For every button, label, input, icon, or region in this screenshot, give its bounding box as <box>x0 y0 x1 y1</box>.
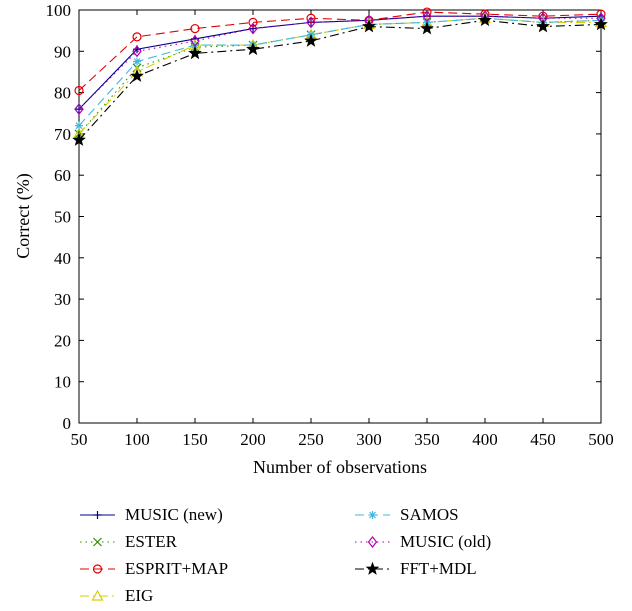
legend-marker <box>368 511 377 519</box>
data-point <box>304 33 318 47</box>
data-point <box>594 17 608 31</box>
legend-label: ESPRIT+MAP <box>125 559 228 578</box>
x-tick-label: 200 <box>240 430 266 449</box>
data-point <box>248 17 258 27</box>
y-axis-label: Correct (%) <box>13 173 34 258</box>
data-point <box>74 103 84 116</box>
y-tick-label: 30 <box>54 290 71 309</box>
y-tick-label: 20 <box>54 331 71 350</box>
legend-label: ESTER <box>125 532 178 551</box>
legend-marker <box>92 564 103 574</box>
x-tick-label: 50 <box>71 430 88 449</box>
legend-label: SAMOS <box>400 505 459 524</box>
y-tick-label: 50 <box>54 208 71 227</box>
y-tick-label: 0 <box>63 414 72 433</box>
y-tick-label: 100 <box>46 1 72 20</box>
legend-item: MUSIC (new) <box>80 505 223 524</box>
series-lines <box>72 7 608 146</box>
y-tick-label: 80 <box>54 84 71 103</box>
y-tick-label: 90 <box>54 42 71 61</box>
data-point <box>74 85 84 96</box>
data-point <box>188 46 202 60</box>
x-tick-label: 300 <box>356 430 382 449</box>
data-point <box>478 13 492 27</box>
legend-marker <box>367 536 378 548</box>
data-point <box>133 57 141 66</box>
legend-label: FFT+MDL <box>400 559 477 578</box>
x-tick-label: 400 <box>472 430 498 449</box>
x-tick-label: 350 <box>414 430 440 449</box>
legend-marker <box>91 589 104 601</box>
legend-item: ESTER <box>80 532 178 551</box>
x-axis-label: Number of observations <box>253 457 427 477</box>
data-point <box>422 10 432 23</box>
legend-item: SAMOS <box>355 505 459 524</box>
x-tick-label: 500 <box>588 430 614 449</box>
legend-marker <box>93 511 102 519</box>
series-line-4 <box>78 17 602 127</box>
axis-ticks: 50 100 150 200 250 300 350 400 450 500 0 10 20 30 40 50… <box>46 1 614 449</box>
data-point <box>72 132 86 146</box>
legend: MUSIC (new) ESTER ESPRIT+MAP EIG SAMOS MUSIC … <box>80 505 491 605</box>
series-line-6 <box>78 19 602 141</box>
legend-marker <box>365 561 380 575</box>
legend-label: MUSIC (new) <box>125 505 223 524</box>
x-tick-label: 150 <box>182 430 208 449</box>
data-point <box>132 45 142 58</box>
plot-area <box>78 9 602 424</box>
x-tick-label: 450 <box>530 430 556 449</box>
legend-item: MUSIC (old) <box>355 532 491 551</box>
y-tick-label: 60 <box>54 166 71 185</box>
data-point <box>248 22 258 35</box>
series-line-2 <box>78 11 602 91</box>
series-line-5 <box>78 15 601 110</box>
data-point <box>130 68 144 82</box>
data-point <box>190 23 200 34</box>
data-point <box>75 121 83 130</box>
data-point <box>190 35 200 47</box>
legend-item: EIG <box>80 586 153 605</box>
data-point <box>306 13 316 23</box>
legend-label: EIG <box>125 586 153 605</box>
data-point <box>420 21 434 35</box>
data-point <box>132 32 142 42</box>
y-tick-label: 10 <box>54 373 71 392</box>
y-tick-label: 70 <box>54 125 71 144</box>
data-point <box>536 19 550 33</box>
legend-label: MUSIC (old) <box>400 532 491 551</box>
y-tick-label: 40 <box>54 249 71 268</box>
data-point <box>306 16 316 29</box>
data-point <box>246 42 260 56</box>
legend-item: ESPRIT+MAP <box>80 559 228 578</box>
x-tick-label: 250 <box>298 430 324 449</box>
legend-item: FFT+MDL <box>355 559 477 578</box>
legend-marker <box>93 537 102 547</box>
x-tick-label: 100 <box>124 430 150 449</box>
data-point <box>362 19 376 33</box>
